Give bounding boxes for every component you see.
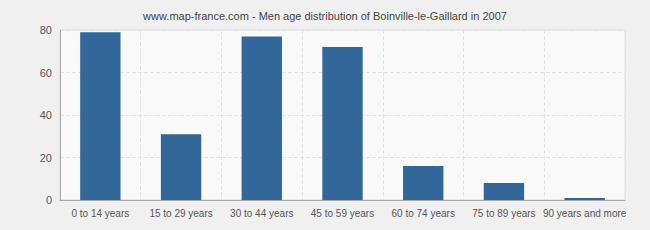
svg-text:20: 20 <box>40 152 52 164</box>
svg-text:0: 0 <box>46 194 52 206</box>
svg-text:15 to 29 years: 15 to 29 years <box>149 208 212 219</box>
svg-text:90 years and more: 90 years and more <box>543 208 627 219</box>
svg-text:0 to 14 years: 0 to 14 years <box>71 208 129 219</box>
svg-text:60 to 74 years: 60 to 74 years <box>392 208 455 219</box>
svg-text:75 to 89 years: 75 to 89 years <box>472 208 535 219</box>
svg-text:60: 60 <box>40 67 52 79</box>
svg-text:30 to 44 years: 30 to 44 years <box>230 208 293 219</box>
svg-text:www.map-france.com - Men age d: www.map-france.com - Men age distributio… <box>142 10 507 22</box>
svg-text:45 to 59 years: 45 to 59 years <box>311 208 374 219</box>
svg-text:40: 40 <box>40 109 52 121</box>
svg-text:80: 80 <box>40 24 52 36</box>
